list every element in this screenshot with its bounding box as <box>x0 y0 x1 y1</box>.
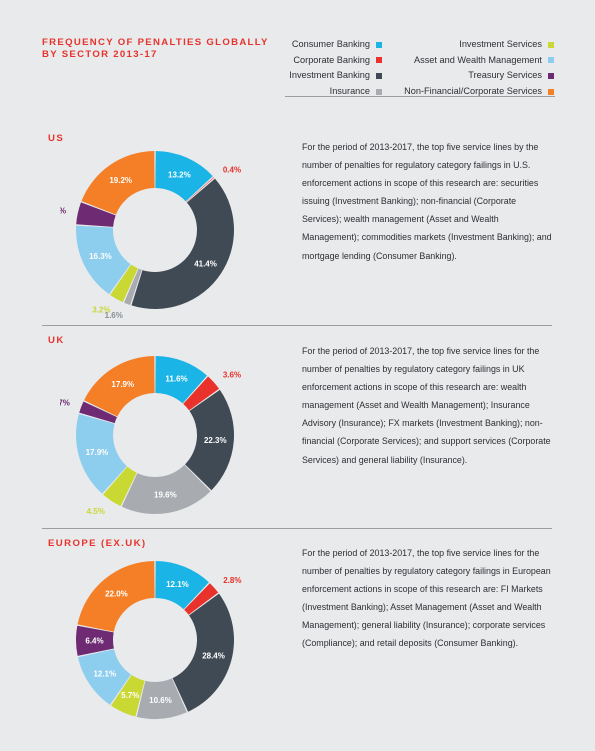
legend-item-investment-banking: Investment Banking <box>289 68 382 84</box>
legend-swatch <box>548 41 554 48</box>
data-label-consumer-banking: 12.1% <box>166 580 189 589</box>
data-label-corporate-banking: 0.4% <box>223 165 241 174</box>
legend-label: Investment Banking <box>289 70 370 81</box>
legend-swatch <box>376 57 382 64</box>
legend-label: Non-Financial/Corporate Services <box>404 85 542 96</box>
legend: Consumer Banking Corporate Banking Inves… <box>270 37 560 96</box>
slice-investment-services <box>110 264 138 303</box>
donut-chart-uk: 11.6% 3.6% 22.3% 19.6% 4.5% 17.9% 2.7% 17.9% <box>60 356 241 516</box>
data-label-non-financial-corporate-services: 22.0% <box>105 589 128 598</box>
legend-swatch <box>548 88 554 95</box>
data-label-treasury-services: 6.4% <box>85 637 103 646</box>
data-label-treasury-services: 4.8% <box>60 207 66 216</box>
slice-non-financial-corporate-services <box>81 151 155 215</box>
legend-item-corporate-banking: Corporate Banking <box>289 53 382 69</box>
slice-investment-banking <box>185 389 234 491</box>
section-heading: UK <box>48 335 65 346</box>
legend-label: Asset and Wealth Management <box>413 54 542 65</box>
data-label-insurance: 10.6% <box>149 696 172 705</box>
legend-item-treasury-services: Treasury Services <box>404 68 554 84</box>
page-title: FREQUENCY OF PENALTIES GLOBALLY BY SECTO… <box>42 37 282 61</box>
data-label-investment-banking: 28.4% <box>202 651 225 660</box>
data-label-corporate-banking: 2.8% <box>223 576 241 585</box>
slice-treasury-services <box>76 202 116 227</box>
section-description: For the period of 2013-2017, the top fiv… <box>302 346 551 465</box>
legend-column-2: Investment Services Asset and Wealth Man… <box>404 37 554 99</box>
legend-swatch <box>376 72 382 79</box>
section-heading: US <box>48 133 65 144</box>
slice-insurance <box>121 464 211 514</box>
slice-investment-banking <box>131 178 234 309</box>
data-label-insurance: 1.6% <box>105 311 123 320</box>
slice-treasury-services <box>79 401 117 424</box>
section-description: For the period of 2013-2017, the top fiv… <box>302 142 552 261</box>
slice-asset-and-wealth-management <box>76 225 131 295</box>
slice-asset-and-wealth-management <box>76 414 127 494</box>
legend-swatch <box>548 57 554 64</box>
slice-consumer-banking <box>155 561 209 610</box>
page-title-line1: FREQUENCY OF PENALTIES GLOBALLY <box>42 37 269 48</box>
section-divider <box>42 325 552 326</box>
data-label-treasury-services: 2.7% <box>60 399 70 408</box>
section-heading: EUROPE (EX.UK) <box>48 538 147 549</box>
legend-swatch <box>548 72 554 79</box>
donut-chart-us: 13.2% 0.4% 41.4% 1.6%3.2% 16.3% 4.8% 19.2% <box>60 151 241 320</box>
data-label-investment-banking: 41.4% <box>194 259 217 268</box>
data-label-asset-and-wealth-management: 17.9% <box>86 448 109 457</box>
legend-item-consumer-banking: Consumer Banking <box>289 37 382 53</box>
legend-item-insurance: Insurance <box>289 84 382 100</box>
legend-item-asset-wealth-management: Asset and Wealth Management <box>404 53 554 69</box>
legend-item-non-financial-corporate-services: Non-Financial/Corporate Services <box>404 84 554 100</box>
slice-investment-services <box>103 466 137 507</box>
legend-label: Investment Services <box>459 39 542 49</box>
data-label-asset-and-wealth-management: 12.1% <box>93 670 116 679</box>
data-label-insurance: 19.6% <box>154 491 177 500</box>
slice-corporate-banking <box>183 376 220 411</box>
data-label-non-financial-corporate-services: 17.9% <box>111 380 134 389</box>
slice-corporate-banking <box>186 177 215 203</box>
data-label-investment-banking: 22.3% <box>204 436 227 445</box>
slice-insurance <box>136 678 187 719</box>
slice-consumer-banking <box>155 151 213 202</box>
slice-insurance <box>124 268 142 306</box>
donut-chart-europe: 12.1% 2.8% 28.4% 10.6% 5.7% 12.1% 6.4% 22.0% <box>76 561 241 719</box>
legend-label: Insurance <box>329 85 370 96</box>
slice-corporate-banking <box>184 583 219 615</box>
data-label-investment-services: 3.2% <box>92 305 110 314</box>
legend-item-investment-services: Investment Services <box>404 37 554 53</box>
legend-label: Corporate Banking <box>293 54 370 65</box>
data-label-investment-services: 5.7% <box>121 691 139 700</box>
legend-swatch <box>376 41 382 48</box>
slice-non-financial-corporate-services <box>77 561 155 632</box>
section-divider <box>42 528 552 529</box>
legend-label: Treasury Services <box>468 70 542 81</box>
slice-treasury-services <box>76 625 114 656</box>
legend-column-1: Consumer Banking Corporate Banking Inves… <box>289 37 382 99</box>
section-description: For the period of 2013-2017, the top fiv… <box>302 548 551 649</box>
slice-asset-and-wealth-management <box>77 649 132 705</box>
slice-consumer-banking <box>155 356 208 404</box>
legend-divider <box>285 96 555 97</box>
data-label-non-financial-corporate-services: 19.2% <box>109 176 132 185</box>
data-label-corporate-banking: 3.6% <box>223 370 241 379</box>
legend-label: Consumer Banking <box>291 39 370 49</box>
legend-swatch <box>376 88 382 95</box>
data-label-asset-and-wealth-management: 16.3% <box>89 252 112 261</box>
slice-investment-services <box>111 674 145 717</box>
slice-investment-banking <box>172 593 234 712</box>
data-label-consumer-banking: 11.6% <box>165 374 187 383</box>
page-title-line2: BY SECTOR 2013-17 <box>42 49 158 60</box>
data-label-consumer-banking: 13.2% <box>168 171 191 180</box>
slice-non-financial-corporate-services <box>84 356 155 417</box>
data-label-investment-services: 4.5% <box>87 507 105 516</box>
